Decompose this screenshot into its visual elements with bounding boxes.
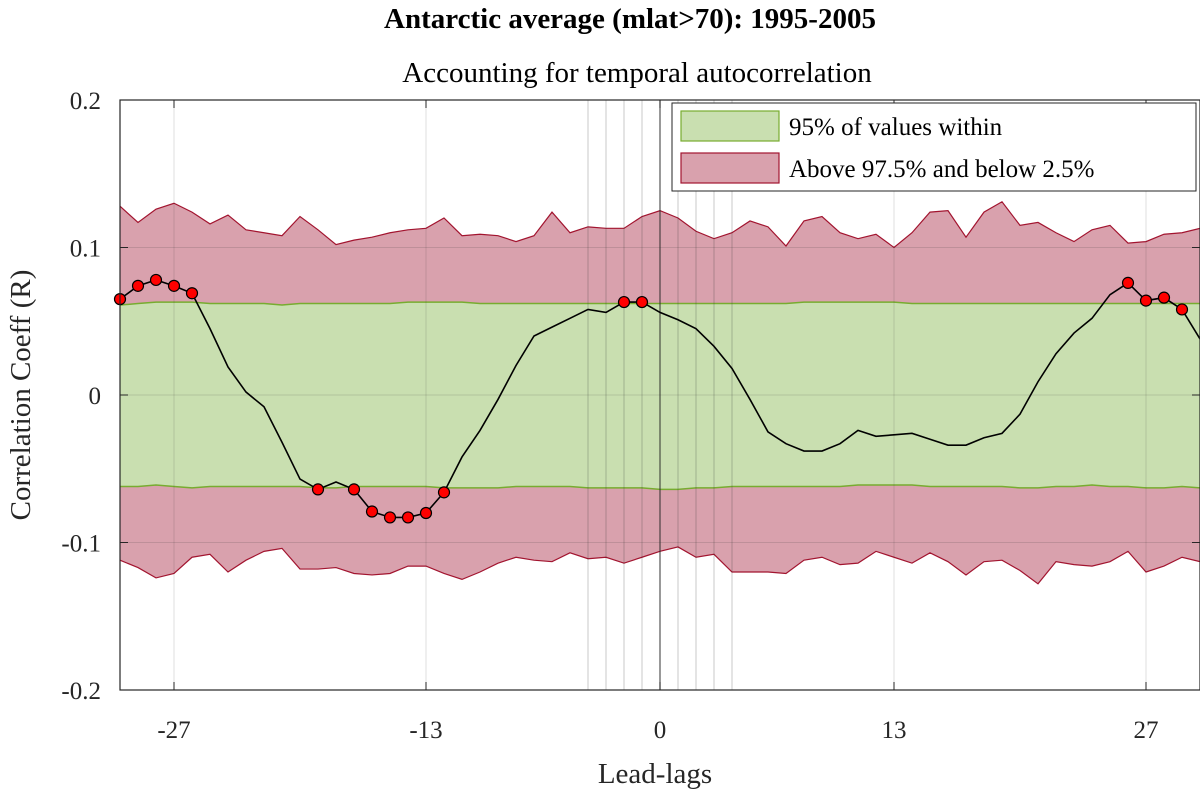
significant-point — [383, 511, 397, 524]
legend-label-95: 95% of values within — [789, 114, 1003, 141]
significant-point — [185, 287, 199, 300]
significant-point — [311, 483, 325, 496]
significant-point — [1139, 294, 1153, 307]
significant-point — [617, 295, 631, 309]
axes-layer — [119, 99, 1200, 691]
significant-point — [1157, 291, 1171, 304]
legend: 95% of values within Above 97.5% and bel… — [671, 102, 1197, 192]
x-tick-label: 13 — [882, 717, 907, 744]
significant-point — [1175, 303, 1189, 316]
significant-point — [131, 279, 145, 292]
x-tick-labels: -27 -13 0 13 27 — [157, 717, 1158, 744]
significant-point — [347, 483, 361, 496]
significant-point — [365, 505, 379, 518]
significant-point — [149, 273, 163, 287]
legend-swatch-95 — [680, 110, 780, 142]
significant-point — [1121, 276, 1135, 289]
significant-point — [167, 279, 181, 292]
y-tick-label: 0 — [89, 383, 102, 410]
x-tick-label: 0 — [654, 717, 667, 744]
x-axis-label: Lead-lags — [598, 758, 712, 790]
legend-swatch-outer — [680, 152, 780, 184]
chart-title: Antarctic average (mlat>70): 1995-2005 — [384, 3, 876, 35]
significant-point — [437, 486, 451, 499]
significant-markers-layer — [113, 273, 1189, 524]
legend-label-outer: Above 97.5% and below 2.5% — [789, 156, 1095, 183]
y-tick-label: -0.2 — [61, 678, 101, 705]
significant-point — [419, 506, 433, 520]
y-axis-label: Correlation Coeff (R) — [5, 270, 37, 521]
y-tick-label: 0.1 — [70, 236, 101, 263]
x-tick-label: 27 — [1134, 717, 1159, 744]
x-tick-label: -27 — [157, 717, 190, 744]
significant-point — [635, 295, 649, 309]
y-tick-labels: -0.2 -0.1 0 0.1 0.2 — [61, 88, 101, 705]
y-tick-label: -0.1 — [61, 531, 101, 558]
chart-subtitle: Accounting for temporal autocorrelation — [402, 57, 872, 89]
y-tick-label: 0.2 — [70, 88, 101, 115]
x-tick-label: -13 — [409, 717, 442, 744]
series-line-layer — [119, 279, 1200, 519]
significant-point — [401, 511, 415, 524]
correlation-line — [119, 279, 1200, 519]
